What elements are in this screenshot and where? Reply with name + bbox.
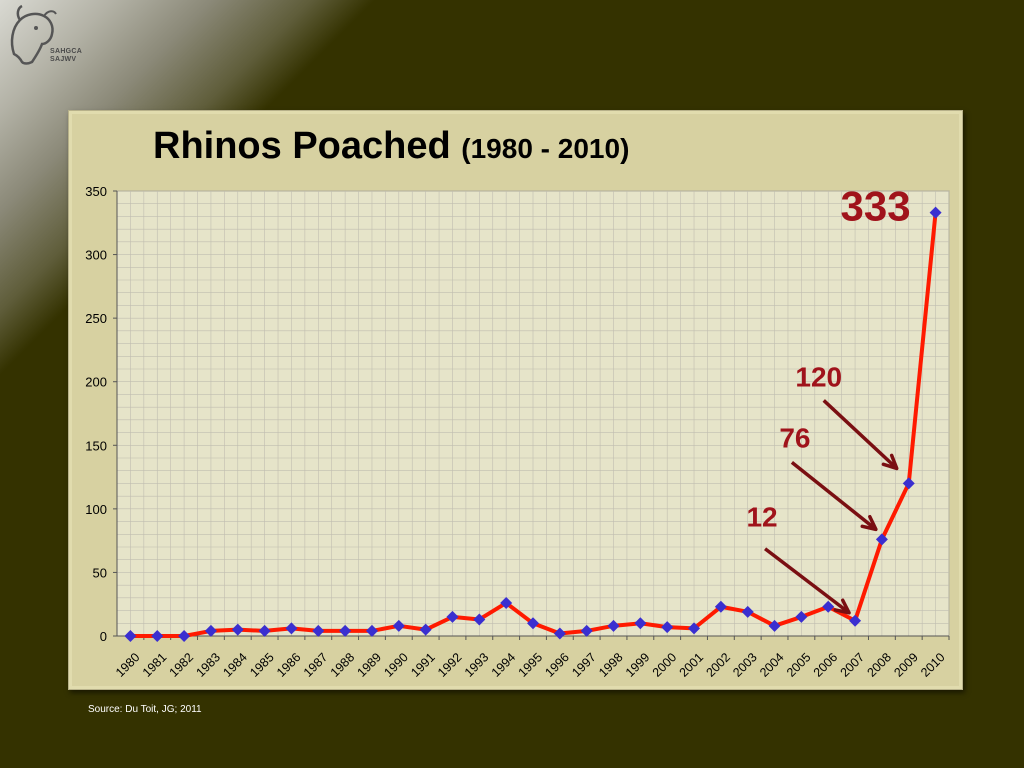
data-point: [553, 627, 566, 640]
data-point: [151, 630, 164, 642]
data-point: [822, 600, 835, 613]
annotation-arrow: [822, 399, 898, 470]
data-point: [500, 596, 513, 609]
data-point: [365, 624, 378, 637]
data-point: [339, 624, 352, 637]
annotation-label: 333: [841, 183, 911, 230]
line-chart: 0501001502002503003501980198119821983198…: [85, 183, 950, 680]
data-point: [392, 619, 405, 632]
x-tick-label: 2008: [864, 650, 894, 680]
x-tick-label: 2004: [757, 650, 787, 680]
data-point: [231, 623, 244, 636]
x-tick-label: 2001: [677, 650, 707, 680]
x-tick-label: 1995: [516, 650, 546, 680]
data-point: [902, 477, 915, 490]
chart-title: Rhinos Poached (1980 - 2010): [153, 125, 629, 168]
rhino-logo-icon: [10, 4, 57, 65]
logo-text: SAHGCA SAJWV: [50, 48, 82, 64]
y-tick-label: 300: [85, 248, 107, 263]
x-tick-label: 1984: [220, 650, 250, 680]
annotation-label: 12: [746, 502, 777, 533]
data-point: [527, 617, 539, 630]
data-point: [634, 617, 647, 630]
x-tick-label: 1996: [542, 650, 572, 680]
x-tick-label: 1990: [381, 650, 411, 680]
x-tick-label: 1986: [274, 650, 304, 680]
x-tick-label: 1981: [140, 650, 170, 680]
data-point: [204, 624, 217, 637]
data-point: [849, 614, 862, 627]
data-point: [741, 605, 754, 618]
x-tick-label: 1992: [435, 650, 465, 680]
x-tick-label: 1982: [167, 650, 197, 680]
data-point: [875, 533, 888, 546]
chart-title-range: (1980 - 2010): [461, 133, 630, 164]
x-tick-label: 1994: [489, 650, 519, 680]
data-point: [419, 623, 432, 636]
data-point: [688, 622, 701, 635]
x-tick-label: 1988: [328, 650, 358, 680]
annotation-arrow: [790, 461, 877, 531]
y-tick-label: 100: [85, 502, 107, 517]
data-point: [768, 619, 781, 632]
data-point: [661, 621, 674, 634]
annotation-arrowhead: [833, 598, 851, 615]
annotation-arrowhead: [881, 453, 899, 471]
x-tick-label: 1985: [247, 650, 277, 680]
y-tick-label: 0: [100, 629, 107, 644]
annotation-label: 120: [795, 361, 842, 392]
y-tick-label: 200: [85, 375, 107, 390]
data-point: [312, 624, 325, 637]
x-tick-label: 1989: [355, 650, 385, 680]
logo: SAHGCA SAJWV: [6, 4, 96, 74]
x-tick-label: 1991: [408, 650, 438, 680]
y-tick-label: 350: [85, 184, 107, 199]
chart-frame: Rhinos Poached (1980 - 2010) 0 50 100 150 20…: [68, 110, 963, 690]
data-point: [929, 206, 942, 219]
chart-title-main: Rhinos Poached: [153, 125, 451, 167]
logo-line1: SAHGCA: [50, 48, 83, 55]
data-point: [258, 624, 271, 637]
y-tick-label: 50: [93, 565, 107, 580]
y-tick-label: 150: [85, 438, 107, 453]
data-point: [473, 613, 486, 626]
x-tick-label: 1999: [623, 650, 653, 680]
x-tick-label: 1998: [596, 650, 626, 680]
y-tick-label: 250: [85, 311, 107, 326]
x-tick-label: 2000: [650, 650, 680, 680]
x-tick-label: 2010: [918, 650, 948, 680]
data-point: [285, 622, 298, 635]
data-point: [124, 630, 137, 642]
source-note: Source: Du Toit, JG; 2011: [88, 704, 202, 715]
annotation-label: 76: [779, 422, 810, 453]
data-point: [178, 630, 191, 642]
data-point: [446, 610, 459, 623]
x-tick-label: 2007: [838, 650, 868, 680]
annotation-arrow: [764, 547, 851, 615]
x-tick-label: 1983: [193, 650, 223, 680]
logo-line2: SAJWV: [50, 56, 77, 63]
x-tick-label: 2006: [811, 650, 841, 680]
x-tick-label: 1993: [462, 650, 492, 680]
x-tick-label: 1987: [301, 650, 331, 680]
annotation-arrowhead: [860, 515, 878, 532]
data-point: [795, 610, 808, 623]
x-tick-label: 2009: [891, 650, 921, 680]
x-tick-label: 1997: [569, 650, 599, 680]
data-point: [714, 600, 727, 613]
x-tick-label: 2003: [730, 650, 760, 680]
x-tick-label: 1980: [113, 650, 143, 680]
x-tick-label: 2005: [784, 650, 814, 680]
data-point: [607, 619, 620, 632]
data-point: [580, 624, 593, 637]
x-tick-label: 2002: [703, 650, 733, 680]
